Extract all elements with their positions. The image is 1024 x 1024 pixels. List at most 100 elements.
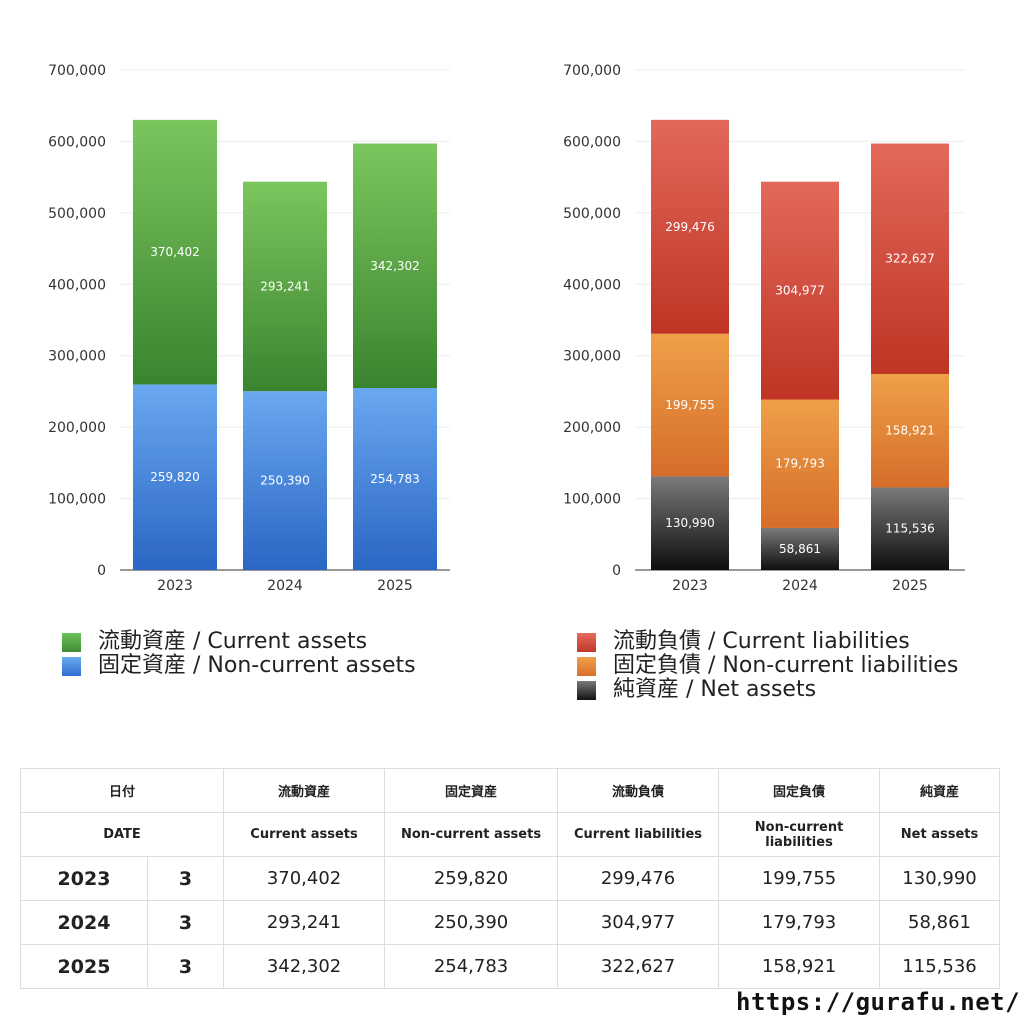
cell-current-liabilities: 322,627: [557, 944, 720, 989]
bar-value-label: 293,241: [260, 279, 310, 293]
bar-segment: [651, 333, 729, 477]
bar-segment: [243, 181, 327, 392]
bar-segment: [871, 373, 949, 488]
y-tick-label: 0: [97, 563, 106, 579]
y-tick-label: 700,000: [563, 63, 621, 79]
bar-segment: [761, 181, 839, 400]
y-tick-label: 100,000: [48, 492, 106, 508]
legend-swatch: [62, 632, 81, 652]
bar-value-label: 304,977: [775, 284, 825, 298]
bar-value-label: 342,302: [370, 259, 420, 273]
bar-segment: [651, 119, 729, 334]
legend-item-non-current-liabilities: 固定負債 / Non-current liabilities: [577, 654, 958, 678]
y-tick-label: 300,000: [563, 349, 621, 365]
bar-value-label: 58,861: [779, 542, 821, 556]
assets-legend: 流動資産 / Current assets 固定資産 / Non-current…: [62, 630, 416, 678]
legend-label: 流動負債 / Current liabilities: [613, 629, 910, 654]
cell-current-assets: 342,302: [223, 944, 386, 989]
legend-item-non-current-assets: 固定資産 / Non-current assets: [62, 654, 416, 678]
cell-non-current-assets: 259,820: [384, 856, 559, 901]
cell-current-assets: 293,241: [223, 900, 386, 945]
bar-segment: [761, 527, 839, 570]
bar-value-label: 250,390: [260, 474, 310, 488]
legend-label: 流動資産 / Current assets: [98, 629, 368, 654]
legend-item-net-assets: 純資産 / Net assets: [577, 678, 958, 702]
row-year: 2024: [20, 900, 148, 945]
liabilities-legend: 流動負債 / Current liabilities 固定負債 / Non-cu…: [577, 630, 958, 702]
y-tick-label: 300,000: [48, 349, 106, 365]
bar-value-label: 158,921: [885, 424, 935, 438]
header-date-jp: 日付: [19, 768, 225, 813]
bar-value-label: 322,627: [885, 252, 935, 266]
y-tick-label: 400,000: [48, 277, 106, 293]
source-link[interactable]: https://gurafu.net/: [736, 988, 1021, 1016]
header-non-current-assets-jp: 固定資産: [384, 768, 559, 813]
cell-non-current-liabilities: 179,793: [718, 900, 881, 945]
legend-item-current-liabilities: 流動負債 / Current liabilities: [577, 630, 958, 654]
y-tick-label: 400,000: [563, 277, 621, 293]
table-header-en: DATE Current assets Non-current assets C…: [19, 812, 1000, 857]
legend-label: 純資産 / Net assets: [613, 677, 817, 702]
bar-segment: [243, 391, 327, 570]
header-non-current-liabilities-jp: 固定負債: [718, 768, 881, 813]
table-row: 2025 3 342,302 254,783 322,627 158,921 1…: [20, 944, 1000, 989]
bar-segment: [651, 476, 729, 570]
row-year: 2025: [20, 944, 148, 989]
cell-current-liabilities: 299,476: [557, 856, 720, 901]
cell-net-assets: 58,861: [879, 900, 1000, 945]
cell-net-assets: 130,990: [879, 856, 1000, 901]
bar-segment: [133, 119, 217, 385]
y-tick-label: 600,000: [563, 134, 621, 150]
bar-segment: [133, 384, 217, 570]
header-current-assets-jp: 流動資産: [223, 768, 386, 813]
header-current-liabilities-jp: 流動負債: [557, 768, 720, 813]
legend-swatch: [577, 656, 596, 676]
cell-net-assets: 115,536: [879, 944, 1000, 989]
cell-non-current-assets: 254,783: [384, 944, 559, 989]
legend-label: 固定負債 / Non-current liabilities: [613, 653, 959, 678]
y-tick-label: 600,000: [48, 134, 106, 150]
cell-non-current-liabilities: 158,921: [718, 944, 881, 989]
bar-segment: [871, 487, 949, 570]
row-month: 3: [146, 944, 225, 989]
bar-value-label: 130,990: [665, 516, 715, 530]
header-current-liabilities-en: Current liabilities: [557, 812, 720, 857]
liabilities-chart: 0 100,000 200,000 300,000 400,000 500,000 600,…: [535, 40, 1005, 600]
header-non-current-assets-en: Non-current assets: [384, 812, 559, 857]
table-row: 2023 3 370,402 259,820 299,476 199,755 1…: [20, 856, 1000, 901]
x-tick-label: 2025: [377, 578, 413, 594]
y-tick-label: 500,000: [48, 206, 106, 222]
assets-chart: 0 100,000 200,000 300,000 400,000 500,000 600,…: [20, 40, 490, 600]
data-table: 日付 流動資産 固定資産 流動負債 固定負債 純資産 DATE Current …: [19, 768, 1000, 989]
legend-label: 固定資産 / Non-current assets: [98, 653, 416, 678]
header-date-en: DATE: [19, 812, 225, 857]
x-tick-label: 2025: [892, 578, 928, 594]
cell-current-liabilities: 304,977: [557, 900, 720, 945]
cell-non-current-assets: 250,390: [384, 900, 559, 945]
bar-segment: [761, 399, 839, 528]
table-row: 2024 3 293,241 250,390 304,977 179,793 5…: [20, 900, 1000, 945]
bar-value-label: 370,402: [150, 245, 200, 259]
y-tick-label: 700,000: [48, 63, 106, 79]
y-tick-label: 0: [612, 563, 621, 579]
header-net-assets-jp: 純資産: [879, 768, 1000, 813]
cell-non-current-liabilities: 199,755: [718, 856, 881, 901]
legend-swatch: [577, 680, 596, 700]
row-month: 3: [146, 856, 225, 901]
bar-value-label: 299,476: [665, 220, 715, 234]
y-tick-label: 500,000: [563, 206, 621, 222]
x-tick-label: 2023: [672, 578, 708, 594]
chart-svg: 0 100,000 200,000 300,000 400,000 500,000 600,…: [48, 63, 450, 594]
row-month: 3: [146, 900, 225, 945]
legend-item-current-assets: 流動資産 / Current assets: [62, 630, 416, 654]
legend-swatch: [577, 632, 596, 652]
table-header-jp: 日付 流動資産 固定資産 流動負債 固定負債 純資産: [19, 768, 1000, 813]
y-tick-label: 100,000: [563, 492, 621, 508]
cell-current-assets: 370,402: [223, 856, 386, 901]
bar-segment: [871, 143, 949, 374]
x-tick-label: 2024: [267, 578, 303, 594]
bar-segment: [353, 388, 437, 570]
y-tick-label: 200,000: [563, 420, 621, 436]
bar-value-label: 259,820: [150, 470, 200, 484]
bar-value-label: 115,536: [885, 522, 935, 536]
